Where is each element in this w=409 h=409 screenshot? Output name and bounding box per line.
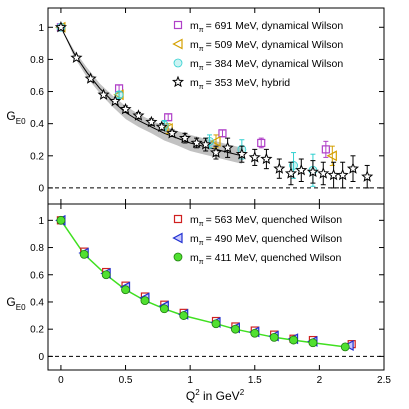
legend-label: mπ = 411 MeV, quenched Wilson <box>190 252 341 266</box>
xlabel: Q2 in GeV2 <box>186 388 245 403</box>
y-tick-label: 1 <box>38 216 44 227</box>
data-point-circle <box>230 324 240 334</box>
legend-label: mπ = 563 MeV, quenched Wilson <box>190 214 342 228</box>
bottom-legend: mπ = 563 MeV, quenched Wilson mπ = 490 MeV,… <box>172 214 342 266</box>
top-legend: mπ = 691 MeV, dynamical Wilson mπ = 509 MeV… <box>171 20 343 91</box>
legend-marker-star <box>171 75 185 88</box>
data-point-circle <box>159 304 169 314</box>
fit-error-band <box>60 27 242 164</box>
data-point-circle <box>269 332 279 342</box>
data-point-circle <box>308 338 318 348</box>
data-point-star <box>132 109 145 121</box>
data-point-star <box>260 152 273 165</box>
data-point-circle <box>140 296 150 306</box>
x-tick-label: 0 <box>58 375 64 386</box>
data-point-circle <box>340 342 350 352</box>
data-point-star <box>336 168 349 181</box>
top-plot-frame <box>47 7 385 205</box>
legend-label: mπ = 509 MeV, dynamical Wilson <box>190 39 343 53</box>
legend-label: mπ = 384 MeV, dynamical Wilson <box>190 58 343 72</box>
data-point-star <box>97 88 110 100</box>
data-point-star <box>166 126 179 139</box>
data-point-star <box>155 120 168 133</box>
data-point-star <box>284 167 297 179</box>
data-point-star <box>317 167 330 179</box>
legend-label: mπ = 691 MeV, dynamical Wilson <box>190 20 343 34</box>
x-tick-label: 0.5 <box>119 375 133 386</box>
y-tick-label: 0.2 <box>30 151 44 162</box>
data-point-star <box>178 131 192 144</box>
data-point-square <box>218 129 227 138</box>
data-point-star <box>361 170 374 182</box>
data-point-triangle-left <box>326 150 337 162</box>
data-point-circle <box>121 285 130 295</box>
bottom-ylabel: GE0 <box>6 295 26 312</box>
data-point-star <box>190 136 203 149</box>
y-tick-label: 0.4 <box>30 297 44 308</box>
data-point-star <box>248 151 261 163</box>
y-tick-label: 0.6 <box>30 270 44 281</box>
data-point-square <box>164 113 173 122</box>
legend-marker-circle <box>173 252 183 262</box>
data-point-circle <box>211 319 221 329</box>
legend-marker-triangle-left <box>172 38 183 50</box>
data-point-circle <box>56 215 66 225</box>
data-point-circle <box>289 335 298 345</box>
y-tick-label: 0 <box>38 183 44 194</box>
data-point-circle <box>289 161 298 170</box>
data-point-circle <box>179 311 189 320</box>
y-tick-label: 0.8 <box>30 55 44 66</box>
data-point-triangle-left <box>210 135 221 147</box>
data-point-star <box>295 163 308 176</box>
data-point-circle <box>250 328 260 338</box>
y-tick-label: 0.6 <box>30 87 44 98</box>
data-point-circle <box>114 90 124 100</box>
data-point-star <box>209 146 223 158</box>
bottom-plot-frame <box>47 203 385 371</box>
y-tick-label: 0.4 <box>30 119 44 130</box>
x-tick-label: 1.5 <box>248 375 262 386</box>
data-point-circle <box>79 249 89 259</box>
y-tick-label: 0 <box>38 352 44 363</box>
legend-marker-triangle-left <box>172 232 183 244</box>
data-point-star <box>346 162 360 174</box>
bottom-axis-ticks: 0 0.5 1 1.5 2 2.5 0 0.2 0.4 0.6 0.8 1 <box>30 204 391 386</box>
x-tick-label: 2.5 <box>377 375 391 386</box>
data-point-star <box>84 72 97 84</box>
y-tick-label: 1 <box>38 23 44 34</box>
data-point-star <box>199 138 212 150</box>
top-data-marks <box>54 20 374 189</box>
data-point-circle <box>101 270 111 280</box>
y-tick-label: 0.8 <box>30 243 44 254</box>
data-point-star <box>54 20 67 33</box>
data-point-square <box>257 138 266 148</box>
bottom-data-marks <box>55 214 356 352</box>
data-point-star <box>235 147 248 160</box>
top-ylabel: GE0 <box>6 109 26 126</box>
x-tick-label: 2 <box>317 375 323 386</box>
x-tick-label: 1 <box>187 375 193 386</box>
data-point-star <box>119 102 132 115</box>
legend-label: mπ = 353 MeV, hybrid <box>190 77 290 91</box>
data-point-star <box>273 162 286 174</box>
legend-marker-square <box>173 20 183 30</box>
top-panel: 0 0.2 0.4 0.6 0.8 1 mπ = 691 MeV, dynamical Wi… <box>6 7 385 205</box>
legend-marker-circle <box>173 58 183 68</box>
top-axis-ticks: 0 0.2 0.4 0.6 0.8 1 <box>30 8 385 204</box>
data-point-star <box>70 51 83 63</box>
data-point-square <box>321 145 330 154</box>
y-tick-label: 0.2 <box>30 325 44 336</box>
data-point-star <box>306 165 319 177</box>
data-point-star <box>221 141 234 153</box>
bottom-panel: 0 0.5 1 1.5 2 2.5 0 0.2 0.4 0.6 0.8 1 mπ = 563 MeV, … <box>6 203 391 403</box>
legend-marker-square <box>173 214 183 224</box>
legend-label: mπ = 490 MeV, quenched Wilson <box>190 233 342 247</box>
data-point-star <box>145 115 158 128</box>
data-point-star <box>109 94 122 107</box>
